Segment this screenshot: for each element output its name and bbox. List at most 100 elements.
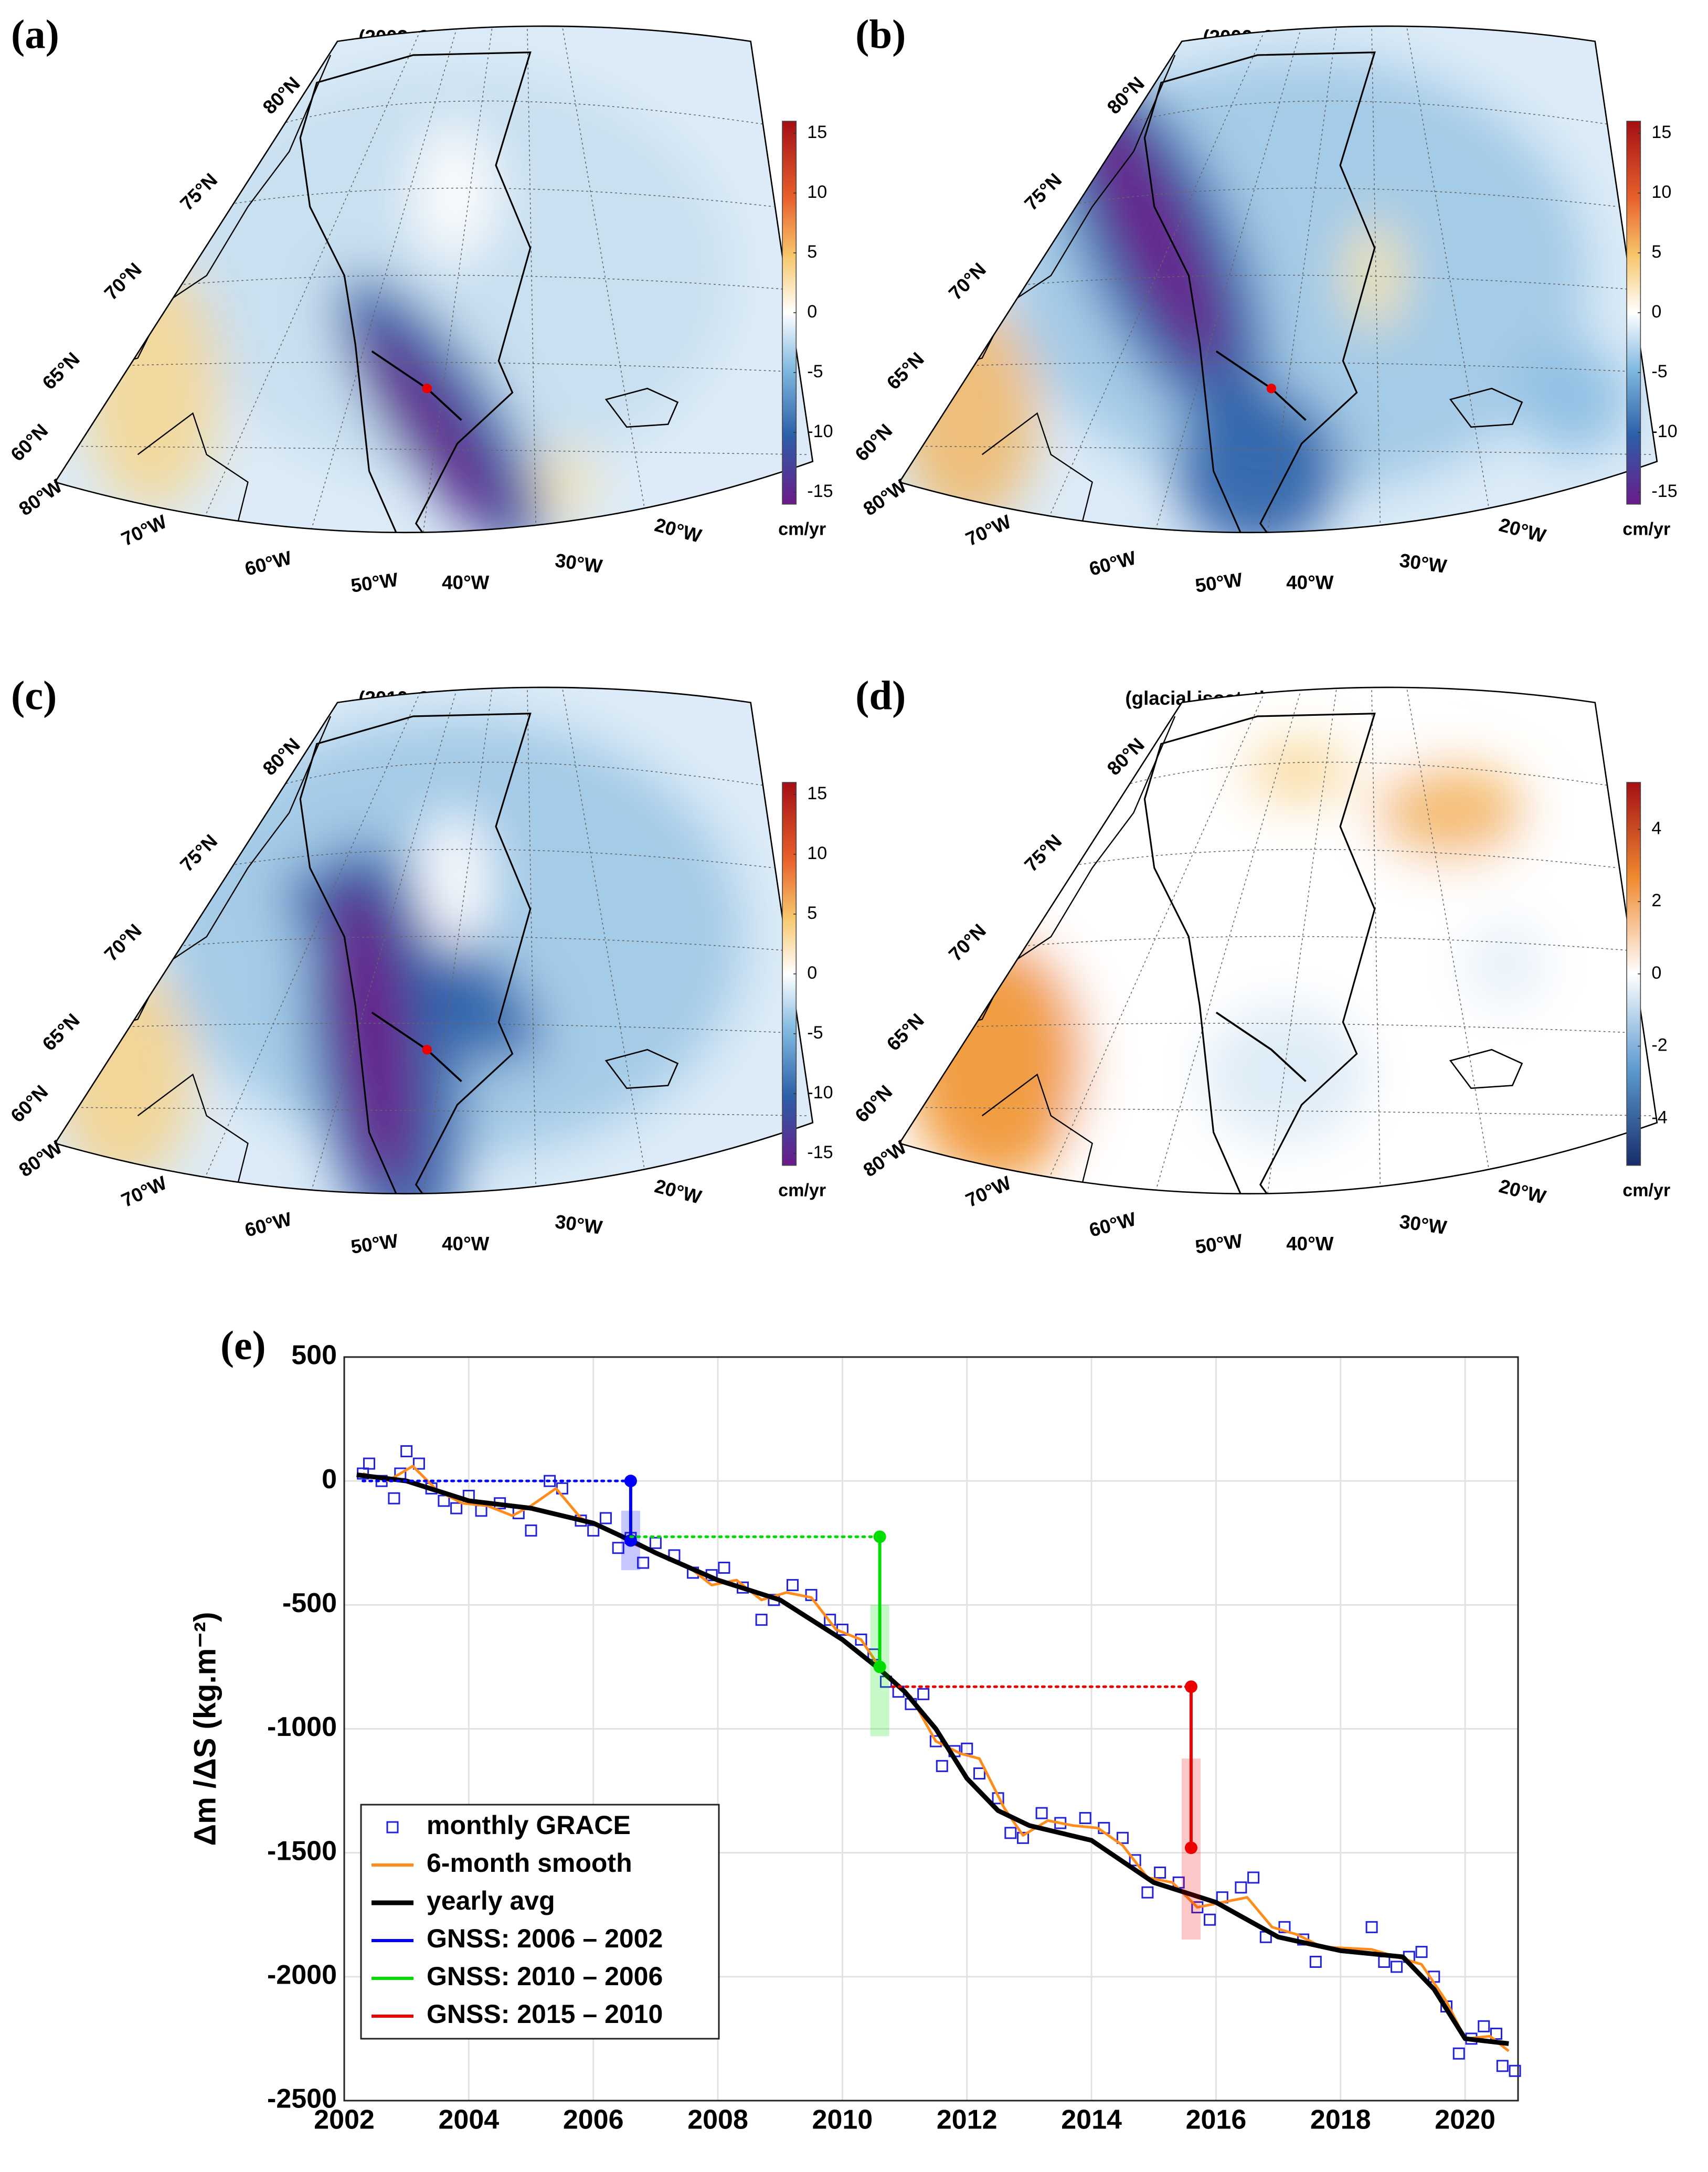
lon-label: 80°W	[860, 475, 911, 520]
graticule	[557, 26, 662, 533]
graticule	[1130, 761, 1607, 786]
graticule	[557, 687, 662, 1194]
lon-label: 70°W	[962, 511, 1014, 550]
lon-label: 70°W	[962, 1172, 1014, 1211]
grace-point	[1278, 1921, 1291, 1933]
colorbar-tick-label: 2	[1651, 891, 1661, 910]
graticule	[286, 761, 762, 786]
graticule	[1028, 274, 1630, 290]
map-field	[899, 26, 1657, 533]
legend-swatch	[386, 1821, 399, 1834]
colorbar-tick-label: 0	[807, 302, 817, 322]
map-frame	[54, 25, 814, 534]
grace-point	[1129, 1854, 1141, 1867]
x-tick-label: 2016	[1186, 2105, 1247, 2135]
lon-label: 40°W	[442, 572, 490, 594]
colorbar-tick-label: 5	[807, 242, 817, 262]
grace-point	[973, 1767, 985, 1780]
grace-point	[855, 1633, 867, 1646]
field-blobs	[906, 730, 1602, 1194]
lon-label: 20°W	[652, 1175, 704, 1208]
grace-point	[786, 1579, 799, 1592]
lon-label: 80°W	[15, 475, 66, 520]
lat-label: 65°N	[883, 348, 928, 394]
lon-label: 70°W	[118, 511, 170, 550]
colorbar-tick-label: 15	[807, 122, 827, 142]
colorbar-tick-label: -15	[807, 1142, 833, 1162]
colorbar-tick-label: 5	[1651, 242, 1661, 262]
grace-point	[1496, 2060, 1509, 2072]
legend-label: GNSS: 2010 – 2006	[427, 1962, 663, 1991]
graticule	[1257, 687, 1341, 1194]
plot-frame	[343, 1356, 1519, 2102]
gnss-station	[422, 1045, 432, 1055]
coastline	[1449, 387, 1523, 428]
colorbar-tick-label: -10	[807, 1083, 833, 1103]
grace-point	[1154, 1866, 1166, 1879]
x-tick-label: 2002	[314, 2105, 375, 2135]
x-tick-label: 2008	[687, 2105, 748, 2135]
field-blob	[1202, 1005, 1368, 1143]
field-blob	[413, 124, 496, 262]
colorbar-tick-label: -15	[807, 481, 833, 501]
lat-label: 65°N	[883, 1009, 928, 1055]
field-blob	[420, 812, 489, 951]
grace-point	[1035, 1807, 1048, 1819]
graticule	[412, 26, 496, 533]
y-tick-label: -2000	[267, 1960, 337, 1990]
field-blob	[906, 937, 1086, 1185]
grace-point	[438, 1495, 450, 1507]
panel-label: (b)	[855, 12, 906, 58]
y-tick-label: -2500	[267, 2084, 337, 2114]
lon-label: 20°W	[1497, 514, 1548, 547]
graticule	[184, 936, 786, 951]
gnss-point	[873, 1660, 886, 1673]
legend-label: GNSS: 2006 – 2002	[427, 1924, 663, 1953]
lon-label: 30°W	[554, 1211, 603, 1238]
x-tick-label: 2018	[1310, 2105, 1371, 2135]
field-blob	[358, 324, 510, 531]
field-blob	[82, 261, 220, 510]
grace-point	[388, 1492, 400, 1504]
coastline	[604, 387, 679, 428]
lon-label: 50°W	[1194, 1230, 1244, 1258]
lon-label: 30°W	[1398, 1211, 1448, 1238]
colorbar-tick-label: -5	[1651, 362, 1667, 382]
lat-label: 75°N	[1020, 169, 1066, 215]
x-tick-label: 2006	[563, 2105, 624, 2135]
grace-point	[637, 1556, 650, 1569]
graticule	[235, 187, 774, 207]
grace-point	[1490, 2027, 1502, 2040]
colorbar-tick-label: 10	[807, 843, 827, 863]
grace-point	[1309, 1955, 1322, 1968]
map-panel: (a)(2002–2006)80°N75°N70°N65°N60°N80°W70…	[6, 12, 833, 597]
field-blob	[1175, 386, 1341, 533]
x-tick-label: 2010	[812, 2105, 873, 2135]
colorbar-tick-label: 10	[1651, 182, 1671, 202]
legend-box	[360, 1804, 720, 2040]
grace-point	[525, 1524, 537, 1537]
lat-label: 70°N	[945, 259, 990, 304]
grace-point	[1004, 1827, 1017, 1839]
panel-label: (c)	[11, 673, 57, 719]
map-panel: (d)(glacial isostatic adjustment)80°N75°…	[851, 673, 1670, 1258]
y-tick-label: -1000	[267, 1712, 337, 1742]
grace-point	[400, 1445, 413, 1457]
colorbar-tick-label: 10	[807, 182, 827, 202]
grace-point	[363, 1457, 375, 1470]
graticule	[286, 100, 762, 125]
map-panel: (b)(2006–2010)80°N75°N70°N65°N60°N80°W70…	[851, 12, 1677, 597]
lon-label: 30°W	[1398, 549, 1448, 577]
lat-label: 65°N	[38, 348, 84, 394]
lat-label: 70°N	[100, 259, 146, 304]
coastline	[1143, 713, 1376, 1194]
lon-label: 40°W	[1286, 572, 1334, 594]
field-blob	[55, 964, 193, 1185]
lon-label: 50°W	[349, 1230, 399, 1258]
lat-label: 60°N	[6, 420, 52, 465]
coastline	[1143, 51, 1376, 533]
panel-label: (a)	[11, 12, 59, 58]
grace-point	[755, 1614, 768, 1626]
lon-label: 20°W	[652, 514, 704, 547]
